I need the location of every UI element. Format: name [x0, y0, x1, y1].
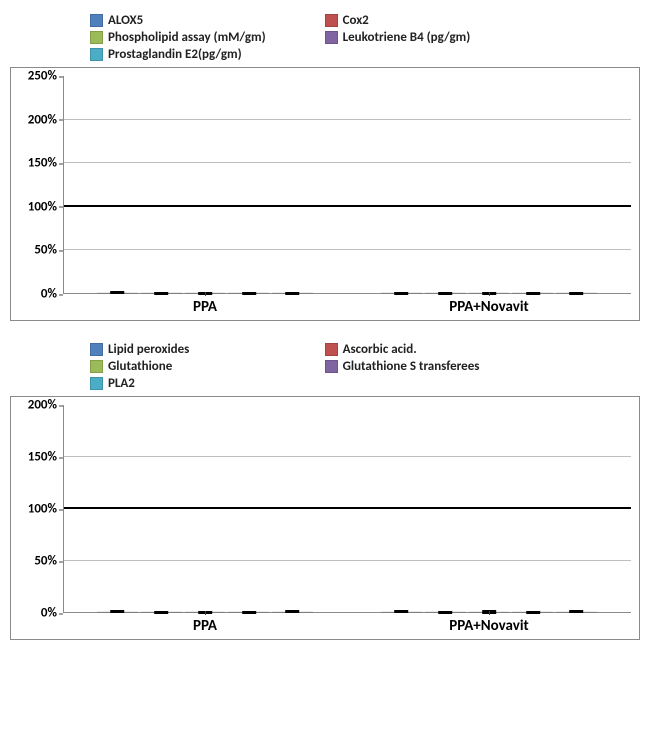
legend-label: Glutathione	[108, 359, 172, 374]
y-tick-label: 150%	[28, 156, 57, 171]
legend-item: Leukotriene B4 (pg/gm)	[325, 30, 560, 45]
legend-swatch	[90, 360, 103, 373]
bars	[381, 76, 597, 294]
legend-label: Glutathione S transferees	[343, 359, 480, 374]
legend-item: Lipid peroxides	[90, 342, 325, 357]
legend-swatch	[325, 14, 338, 27]
legend-label: ALOX5	[108, 13, 143, 28]
chart-panel-bottom: Lipid peroxides Ascorbic acid. Glutathione…	[10, 337, 640, 640]
bar-wrap	[228, 292, 269, 294]
legend-item: ALOX5	[90, 13, 325, 28]
y-axis: 0%50%100%150%200%250%	[11, 76, 61, 294]
panel-spacer	[10, 321, 640, 337]
y-tick-label: 100%	[28, 502, 57, 517]
legend-label: Phospholipid assay (mM/gm)	[108, 30, 266, 45]
bar-wrap	[272, 292, 313, 294]
y-axis: 0%50%100%150%200%	[11, 405, 61, 613]
legend-swatch	[90, 14, 103, 27]
bars	[97, 405, 313, 613]
legend-swatch	[90, 377, 103, 390]
x-label: PPA	[63, 615, 347, 639]
bar-wrap	[556, 611, 597, 613]
bar-wrap	[512, 611, 553, 613]
y-tick-label: 100%	[28, 199, 57, 214]
bar-wrap	[141, 611, 182, 613]
bar-groups	[63, 405, 631, 613]
y-tick-label: 50%	[34, 554, 57, 569]
legend-label: Lipid peroxides	[108, 342, 189, 357]
chart-area: 0% 50% 100% 150% 200% PPAPPA+Novavit	[10, 396, 640, 640]
bar-group	[347, 405, 631, 613]
plot-area	[63, 76, 631, 294]
legend-swatch	[90, 48, 103, 61]
bar-wrap	[381, 292, 422, 294]
y-tick-label: 200%	[28, 398, 57, 413]
bar-wrap	[228, 611, 269, 613]
legend-item: Cox2	[325, 13, 560, 28]
x-axis-labels: PPAPPA+Novavit	[63, 615, 631, 639]
y-tick-label: 150%	[28, 450, 57, 465]
legend-swatch	[325, 31, 338, 44]
plot-area	[63, 405, 631, 613]
bars	[381, 405, 597, 613]
legend-item: Glutathione	[90, 359, 325, 374]
x-axis-labels: PPAPPA+Novavit	[63, 296, 631, 320]
legend-item: PLA2	[90, 376, 325, 391]
bar-wrap	[425, 292, 466, 294]
legend-label: Leukotriene B4 (pg/gm)	[343, 30, 471, 45]
legend-swatch	[325, 360, 338, 373]
x-label: PPA	[63, 296, 347, 320]
bar-wrap	[512, 292, 553, 294]
bar-group	[63, 405, 347, 613]
legend-swatch	[90, 343, 103, 356]
legend-label: Cox2	[343, 13, 369, 28]
bar-groups	[63, 76, 631, 294]
legend: ALOX5 Cox2 Phospholipid assay (mM/gm) Leuko…	[10, 8, 640, 67]
legend-swatch	[325, 343, 338, 356]
bar-wrap	[272, 611, 313, 613]
bar-wrap	[556, 292, 597, 294]
bar-wrap	[97, 611, 138, 613]
chart-panel-top: ALOX5 Cox2 Phospholipid assay (mM/gm) Leuko…	[10, 8, 640, 321]
legend-swatch	[90, 31, 103, 44]
y-tick-label: 250%	[28, 69, 57, 84]
legend-item: Prostaglandin E2(pg/gm)	[90, 47, 325, 62]
y-tick-label: 200%	[28, 112, 57, 127]
legend-label: Prostaglandin E2(pg/gm)	[108, 47, 242, 62]
legend-label: PLA2	[108, 376, 135, 391]
bar-group	[347, 76, 631, 294]
y-tick-label: 50%	[34, 243, 57, 258]
bar-group	[63, 76, 347, 294]
legend: Lipid peroxides Ascorbic acid. Glutathione…	[10, 337, 640, 396]
legend-item: Glutathione S transferees	[325, 359, 560, 374]
legend-item: Ascorbic acid.	[325, 342, 560, 357]
legend-item: Phospholipid assay (mM/gm)	[90, 30, 325, 45]
bar-wrap	[381, 611, 422, 613]
bar-wrap	[97, 292, 138, 294]
chart-area: 0% 50% 100% 150% 200% 250% PPAPPA+Novavit	[10, 67, 640, 321]
y-tick-label: 0%	[41, 287, 57, 302]
y-tick-label: 0%	[41, 606, 57, 621]
bar-wrap	[425, 611, 466, 613]
bars	[97, 76, 313, 294]
figure-container: { "panels":[ { "id":"top", "chart_height…	[0, 0, 650, 738]
x-label: PPA+Novavit	[347, 615, 631, 639]
legend-label: Ascorbic acid.	[343, 342, 417, 357]
bar-wrap	[141, 292, 182, 294]
x-label: PPA+Novavit	[347, 296, 631, 320]
